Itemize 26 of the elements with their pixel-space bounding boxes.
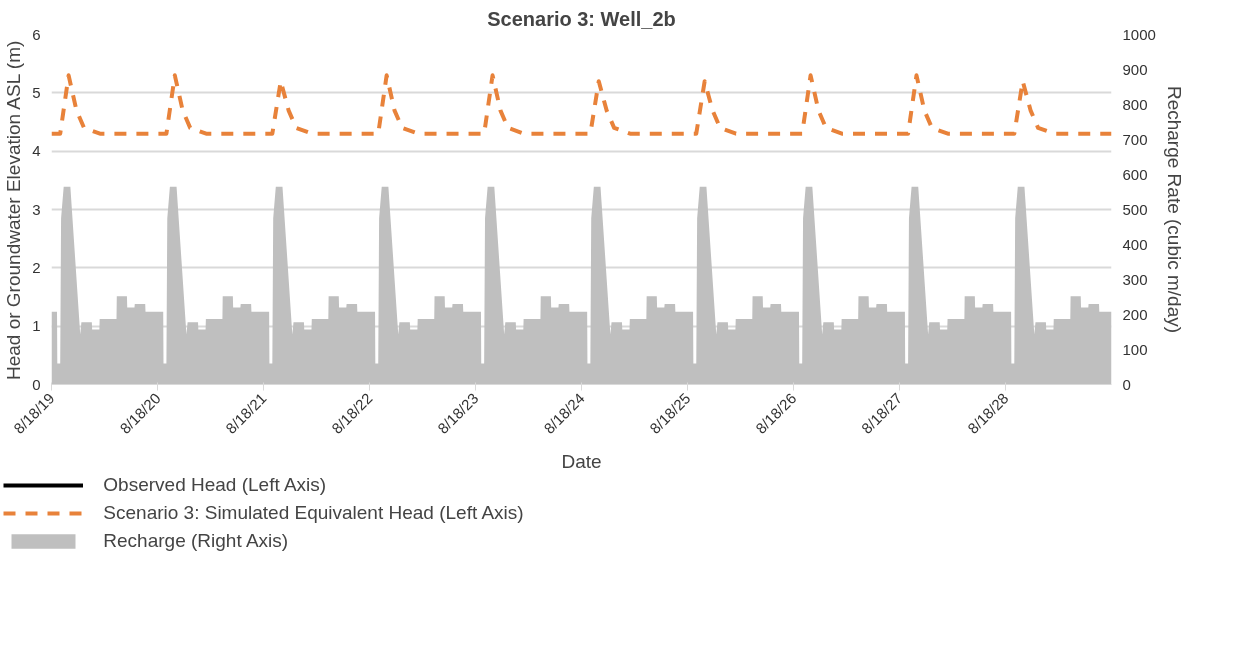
y-tick-label: 4 bbox=[32, 142, 41, 160]
y2-tick-label: 1000 bbox=[1122, 25, 1156, 43]
line-series bbox=[51, 73, 1112, 136]
y2-tick-label: 400 bbox=[1122, 235, 1148, 253]
y2-tick-label: 900 bbox=[1122, 60, 1148, 78]
y2-tick-label: 100 bbox=[1122, 340, 1148, 358]
legend-label: Recharge (Right Axis) bbox=[103, 530, 289, 552]
y-axis-title: Head or Groundwater Elevation ASL (m) bbox=[3, 40, 25, 381]
y2-tick-label: 300 bbox=[1122, 270, 1148, 288]
y2-tick-label: 600 bbox=[1122, 165, 1148, 183]
y2-tick-label: 200 bbox=[1122, 305, 1148, 323]
legend-label: Observed Head (Left Axis) bbox=[103, 474, 327, 496]
chart-title: Scenario 3: Well_2b bbox=[487, 7, 676, 30]
legend-label: Scenario 3: Simulated Equivalent Head (Left Axis) bbox=[103, 502, 524, 524]
y-tick-label: 5 bbox=[32, 83, 41, 101]
y-tick-label: 6 bbox=[32, 25, 41, 43]
y2-axis-title: Recharge Rate (cubic m/day) bbox=[1163, 85, 1185, 334]
y-tick-label: 0 bbox=[32, 375, 41, 393]
y2-tick-label: 0 bbox=[1122, 375, 1131, 393]
y2-tick-label: 700 bbox=[1122, 130, 1148, 148]
y-tick-label: 1 bbox=[32, 317, 41, 335]
y2-tick-label: 800 bbox=[1122, 95, 1148, 113]
x-axis-title: Date bbox=[561, 450, 602, 472]
y-tick-label: 3 bbox=[32, 200, 41, 218]
y2-tick-label: 500 bbox=[1122, 200, 1148, 218]
y-tick-label: 2 bbox=[32, 258, 41, 276]
